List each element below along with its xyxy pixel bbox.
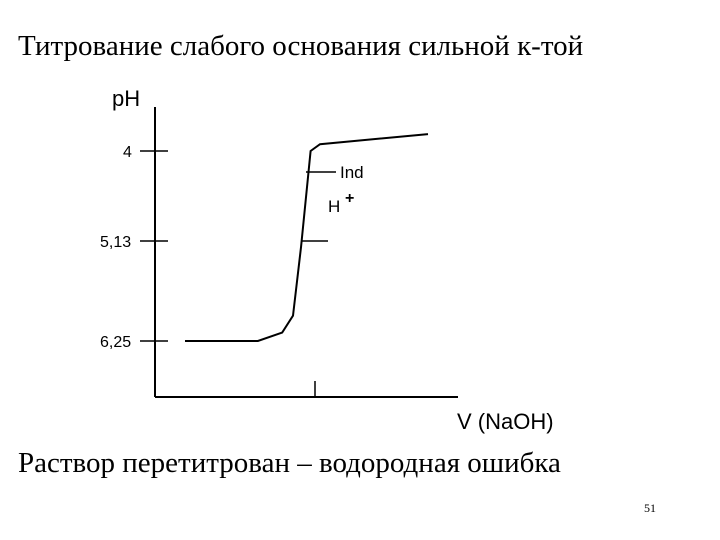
indicator-label: Ind: [340, 163, 364, 182]
y-tick-label: 5,13: [100, 234, 131, 251]
ion-label: H: [328, 197, 340, 216]
slide-title: Титрование слабого основания сильной к-т…: [18, 30, 584, 62]
titration-curve-line: [185, 133, 429, 342]
slide-subtitle: Раствор перетитрован – водородная ошибка: [18, 447, 561, 479]
x-axis-label: V (NaOH): [457, 409, 554, 434]
y-axis-label: pH: [112, 86, 140, 111]
page-number: 51: [644, 501, 656, 515]
ion-charge-label: +: [345, 190, 354, 207]
y-tick-label: 4: [123, 144, 132, 161]
y-tick-label: 6,25: [100, 334, 131, 351]
